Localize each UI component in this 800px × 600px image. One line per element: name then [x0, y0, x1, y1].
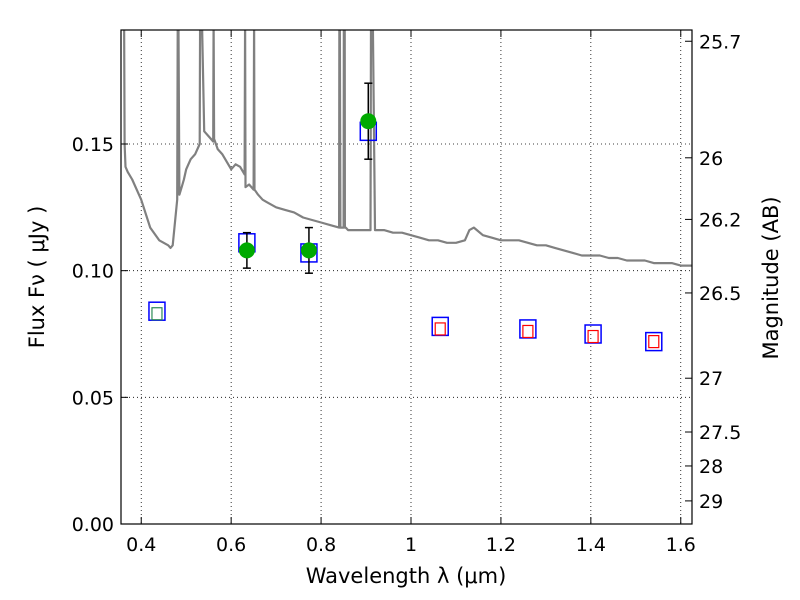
inner-photometry-box — [522, 324, 534, 339]
magnitude-tick-label: 25.7 — [699, 31, 741, 53]
inner-photometry-box — [434, 322, 446, 336]
model-photometry-box — [148, 301, 166, 321]
model-spectrum — [123, 30, 692, 267]
x-tick-label: 1.6 — [666, 534, 696, 556]
x-axis-label: Wavelength λ (μm) — [306, 564, 507, 588]
grid — [121, 30, 692, 525]
inner-photometry-box — [587, 329, 599, 344]
magnitude-tick-label: 27 — [699, 368, 723, 390]
x-axis-ticks: 0.4 0.6 0.8 1 1.2 1.4 1.6 — [126, 30, 696, 556]
y-axis-label: Flux Fν ( μJy ) — [25, 206, 49, 349]
x-tick-label: 0.8 — [306, 534, 336, 556]
x-tick-label: 1 — [405, 534, 417, 556]
inner-photometry-box — [648, 335, 660, 349]
y-tick-label: 0.05 — [72, 387, 114, 409]
x-tick-label: 0.6 — [216, 534, 246, 556]
x-tick-label: 0.4 — [126, 534, 156, 556]
plot-frame — [120, 29, 693, 525]
observed-point — [360, 113, 377, 130]
y-axis-ticks: 0.00 0.05 0.10 0.15 — [72, 134, 128, 536]
magnitude-axis-ticks: 25.7 26 26.2 26.5 27 27.5 28 29 — [685, 31, 741, 513]
x-tick-label: 1.4 — [576, 534, 606, 556]
magnitude-tick-label: 26.2 — [699, 209, 741, 231]
model-photometry-box — [645, 331, 663, 352]
x-tick-label: 1.2 — [486, 534, 516, 556]
model-photometry-box — [431, 316, 449, 337]
observed-point — [238, 242, 255, 259]
magnitude-tick-label: 26 — [699, 148, 723, 170]
magnitude-tick-label: 29 — [699, 491, 723, 513]
magnitude-axis-label: Magnitude (AB) — [759, 196, 783, 359]
photometry-points — [148, 82, 663, 352]
magnitude-tick-label: 27.5 — [699, 422, 741, 444]
y-tick-label: 0.15 — [72, 134, 114, 156]
spectrum-line — [123, 30, 692, 267]
y-tick-label: 0.00 — [72, 514, 114, 536]
inner-photometry-box — [151, 307, 163, 321]
observed-point — [300, 242, 317, 259]
magnitude-tick-label: 26.5 — [699, 283, 741, 305]
magnitude-tick-label: 28 — [699, 456, 723, 478]
y-tick-label: 0.10 — [72, 261, 114, 283]
